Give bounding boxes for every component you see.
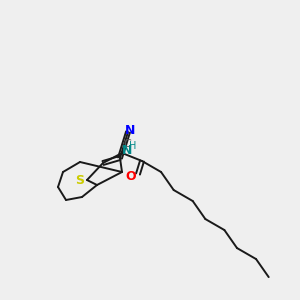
Text: S: S [76,173,85,187]
Text: N: N [122,143,132,157]
Text: H: H [129,141,137,151]
Text: N: N [125,124,135,136]
Text: C: C [123,139,131,149]
Text: O: O [126,170,136,184]
